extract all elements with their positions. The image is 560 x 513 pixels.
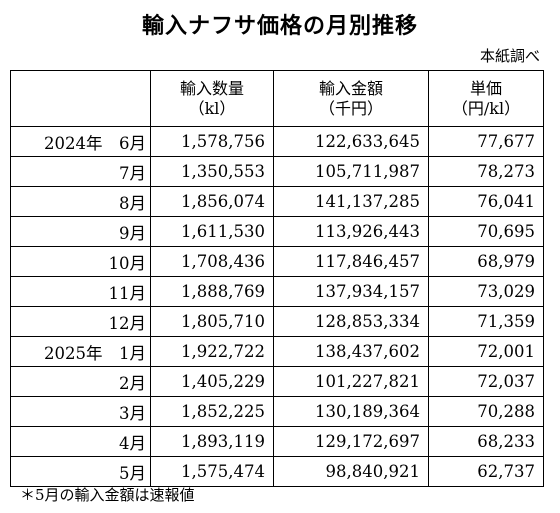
quantity-cell: 1,852,225 xyxy=(150,396,274,427)
quantity-cell: 1,856,074 xyxy=(150,186,274,217)
unit-price-cell: 71,359 xyxy=(428,306,544,337)
table-row: 5月 1,575,474 98,840,921 62,737 xyxy=(10,456,544,487)
amount-cell: 130,189,364 xyxy=(273,396,429,427)
table-row: 11月 1,888,769 137,934,157 73,029 xyxy=(10,276,544,307)
unit-price-cell: 77,677 xyxy=(428,126,544,157)
header-quantity-label: 輸入数量 xyxy=(179,78,244,98)
amount-cell: 113,926,443 xyxy=(273,216,429,247)
header-quantity: 輸入数量 （kl） xyxy=(150,70,274,127)
amount-cell: 117,846,457 xyxy=(273,246,429,277)
quantity-cell: 1,611,530 xyxy=(150,216,274,247)
header-amount: 輸入金額 （千円） xyxy=(273,70,429,127)
source-note: 本紙調べ xyxy=(479,47,540,65)
unit-price-cell: 68,979 xyxy=(428,246,544,277)
header-quantity-unit: （kl） xyxy=(188,98,236,118)
quantity-cell: 1,575,474 xyxy=(150,456,274,487)
quantity-cell: 1,405,229 xyxy=(150,366,274,397)
unit-price-cell: 70,288 xyxy=(428,396,544,427)
quantity-cell: 1,805,710 xyxy=(150,306,274,337)
quantity-cell: 1,708,436 xyxy=(150,246,274,277)
unit-price-cell: 72,037 xyxy=(428,366,544,397)
table-row: 9月 1,611,530 113,926,443 70,695 xyxy=(10,216,544,247)
amount-cell: 122,633,645 xyxy=(273,126,429,157)
period-cell: 8月 xyxy=(10,186,151,217)
footnote: ＊5月の輸入金額は速報値 xyxy=(20,486,195,504)
table-row: 4月 1,893,119 129,172,697 68,233 xyxy=(10,426,544,457)
table-row: 7月 1,350,553 105,711,987 78,273 xyxy=(10,156,544,187)
period-cell: 3月 xyxy=(10,396,151,427)
amount-cell: 138,437,602 xyxy=(273,336,429,367)
table-row: 12月 1,805,710 128,853,334 71,359 xyxy=(10,306,544,337)
table-header-row: 輸入数量 （kl） 輸入金額 （千円） 単価 （円/kl） xyxy=(10,70,544,127)
amount-cell: 101,227,821 xyxy=(273,366,429,397)
table-row: 2025年 1月 1,922,722 138,437,602 72,001 xyxy=(10,336,544,367)
quantity-cell: 1,578,756 xyxy=(150,126,274,157)
header-amount-unit: （千円） xyxy=(318,98,383,118)
period-cell: 11月 xyxy=(10,276,151,307)
period-cell: 12月 xyxy=(10,306,151,337)
period-cell: 2025年 1月 xyxy=(10,336,151,367)
table-row: 8月 1,856,074 141,137,285 76,041 xyxy=(10,186,544,217)
amount-cell: 141,137,285 xyxy=(273,186,429,217)
quantity-cell: 1,922,722 xyxy=(150,336,274,367)
period-cell: 7月 xyxy=(10,156,151,187)
quantity-cell: 1,888,769 xyxy=(150,276,274,307)
amount-cell: 98,840,921 xyxy=(273,456,429,487)
header-unit-price: 単価 （円/kl） xyxy=(428,70,544,127)
unit-price-cell: 73,029 xyxy=(428,276,544,307)
period-cell: 2月 xyxy=(10,366,151,397)
quantity-cell: 1,893,119 xyxy=(150,426,274,457)
unit-price-cell: 72,001 xyxy=(428,336,544,367)
header-unit-price-label: 単価 xyxy=(469,78,502,98)
table-row: 2月 1,405,229 101,227,821 72,037 xyxy=(10,366,544,397)
quantity-cell: 1,350,553 xyxy=(150,156,274,187)
table-row: 10月 1,708,436 117,846,457 68,979 xyxy=(10,246,544,277)
header-amount-label: 輸入金額 xyxy=(318,78,383,98)
unit-price-cell: 62,737 xyxy=(428,456,544,487)
header-unit-price-unit: （円/kl） xyxy=(451,98,521,118)
table-row: 3月 1,852,225 130,189,364 70,288 xyxy=(10,396,544,427)
amount-cell: 128,853,334 xyxy=(273,306,429,337)
period-cell: 9月 xyxy=(10,216,151,247)
unit-price-cell: 68,233 xyxy=(428,426,544,457)
unit-price-cell: 76,041 xyxy=(428,186,544,217)
amount-cell: 129,172,697 xyxy=(273,426,429,457)
unit-price-cell: 70,695 xyxy=(428,216,544,247)
period-cell: 10月 xyxy=(10,246,151,277)
amount-cell: 137,934,157 xyxy=(273,276,429,307)
period-cell: 5月 xyxy=(10,456,151,487)
table-row: 2024年 6月 1,578,756 122,633,645 77,677 xyxy=(10,126,544,157)
period-cell: 4月 xyxy=(10,426,151,457)
table-body: 2024年 6月 1,578,756 122,633,645 77,677 7月… xyxy=(10,126,544,487)
page-title: 輸入ナフサ価格の月別推移 xyxy=(141,14,418,39)
unit-price-cell: 78,273 xyxy=(428,156,544,187)
period-cell: 2024年 6月 xyxy=(10,126,151,157)
naphtha-price-table: 輸入数量 （kl） 輸入金額 （千円） 単価 （円/kl） 2024年 6月 1… xyxy=(10,70,544,487)
amount-cell: 105,711,987 xyxy=(273,156,429,187)
header-period xyxy=(10,70,151,127)
